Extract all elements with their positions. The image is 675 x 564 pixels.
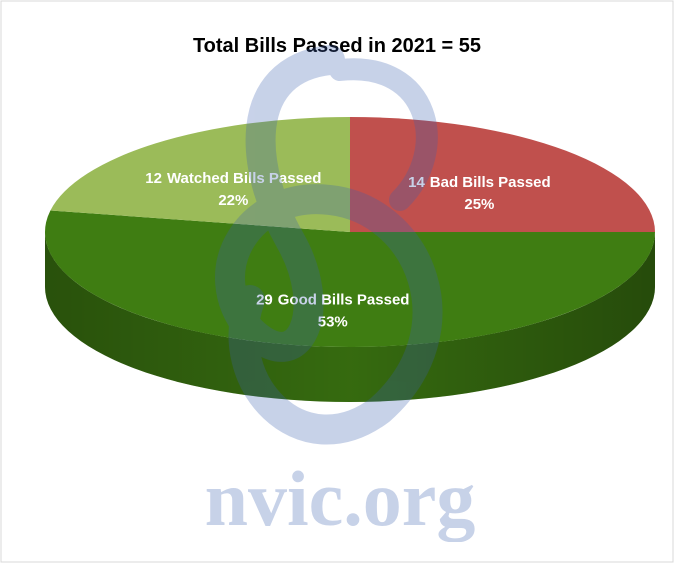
watermark: nvic.org <box>205 45 476 542</box>
pie-tops <box>45 117 656 347</box>
data-label: 29 Good Bills Passed <box>256 292 409 309</box>
label-count: 29 <box>256 292 273 309</box>
data-label-percent: 25% <box>464 196 494 213</box>
slice <box>350 117 655 232</box>
chart-title: Total Bills Passed in 2021 = 55 <box>193 35 481 57</box>
slice <box>50 117 350 232</box>
label-count: 14 <box>408 174 425 191</box>
pie: 14 Bad Bills Passed 25% 29 Good Bills Passed… <box>45 117 656 402</box>
slice-side-shade <box>45 232 655 402</box>
watermark-text: nvic.org <box>205 455 476 542</box>
data-label-percent: 53% <box>318 314 348 331</box>
pie-sides <box>45 232 655 402</box>
watermark-swirl <box>329 58 438 211</box>
data-label-percent: 22% <box>218 192 248 209</box>
label-category: Bad Bills Passed <box>430 174 551 191</box>
data-label: 14 Bad Bills Passed <box>408 174 551 191</box>
slice <box>45 210 656 347</box>
label-category: Good Bills Passed <box>278 292 410 309</box>
label-category: Watched Bills Passed <box>167 170 322 187</box>
watermark-swirl <box>215 45 443 445</box>
data-label: 12 Watched Bills Passed <box>145 170 321 187</box>
label-count: 12 <box>145 170 162 187</box>
pie-labels: 14 Bad Bills Passed 25% 29 Good Bills Passed… <box>145 170 550 331</box>
